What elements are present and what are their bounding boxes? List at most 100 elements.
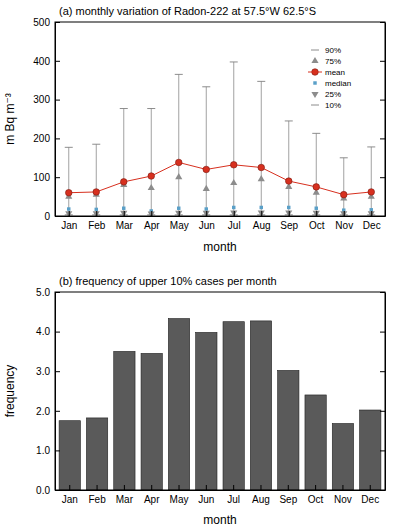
bar: [59, 421, 80, 490]
y-tick: [380, 450, 385, 451]
x-tick-mark: [316, 211, 317, 216]
y-tick-label: 0.0: [36, 485, 50, 496]
bar: [278, 370, 299, 490]
y-tick-label: 4.0: [36, 326, 50, 337]
mean-line: [69, 162, 372, 194]
marker: [148, 173, 155, 180]
whisker: [123, 109, 124, 215]
y-tick: 3.0: [36, 366, 60, 377]
x-tick-label: Aug: [252, 494, 270, 505]
y-tick-mark: [55, 138, 60, 139]
y-tick-label: 100: [33, 172, 50, 183]
marker: [368, 211, 375, 216]
marker: [340, 191, 347, 198]
y-tick-mark: [380, 100, 385, 101]
x-tick: Nov: [335, 211, 353, 231]
x-tick-mark: [342, 485, 343, 490]
legend-symbol: [311, 105, 319, 106]
x-tick-mark: [315, 485, 316, 490]
x-tick: Mar: [116, 485, 134, 505]
x-tick-label: Feb: [88, 494, 106, 505]
x-tick-label: Mar: [116, 494, 134, 505]
x-tick-label: Jan: [61, 220, 77, 231]
x-tick: Sep: [279, 485, 297, 505]
x-tick-label: Dec: [361, 494, 379, 505]
y-tick-label: 200: [33, 133, 50, 144]
y-tick-label: 5.0: [36, 287, 50, 298]
x-tick-mark: [233, 485, 234, 490]
whisker: [68, 147, 69, 215]
marker: [65, 211, 72, 216]
y-tick: [380, 61, 385, 62]
figure: 0100200300400500JanFebMarAprMayJunJulAug…: [0, 0, 394, 532]
whisker-cap: [92, 144, 100, 145]
x-tick-mark: [124, 485, 125, 490]
x-tick: Jun: [199, 211, 215, 231]
x-tick-label: Nov: [334, 494, 352, 505]
y-tick: [380, 332, 385, 333]
bar: [114, 351, 135, 490]
x-tick-mark: [179, 485, 180, 490]
marker: [93, 211, 100, 216]
y-tick-mark: [380, 138, 385, 139]
legend-symbol: [311, 50, 319, 51]
marker: [258, 175, 265, 181]
marker: [67, 207, 70, 210]
legend-label: 25%: [325, 90, 341, 99]
marker: [65, 189, 72, 196]
x-tick: Jul: [228, 211, 241, 231]
plot-frame: [55, 292, 385, 490]
bar: [360, 410, 381, 490]
y-tick-mark: [380, 371, 385, 372]
whisker-cap: [285, 120, 293, 121]
legend: 90%75%meanmedian25%10%: [308, 46, 351, 110]
x-tick-label: Sep: [279, 494, 297, 505]
x-tick: Oct: [309, 211, 325, 231]
x-tick-label: Nov: [335, 220, 353, 231]
whisker: [151, 109, 152, 215]
x-tick-mark: [260, 485, 261, 490]
whisker: [206, 87, 207, 215]
whisker-cap: [120, 108, 128, 109]
legend-label: 75%: [325, 57, 341, 66]
x-tick-label: Sep: [280, 220, 298, 231]
x-tick: May: [170, 485, 189, 505]
y-tick: [380, 411, 385, 412]
marker: [203, 185, 210, 191]
marker: [313, 184, 320, 191]
x-tick-mark: [69, 211, 70, 216]
y-axis-title: frequency: [3, 365, 17, 418]
whisker-cap: [367, 146, 375, 147]
marker: [260, 206, 263, 209]
y-tick: [380, 138, 385, 139]
x-tick-mark: [151, 211, 152, 216]
marker: [175, 159, 182, 166]
x-tick: Jan: [61, 211, 77, 231]
marker: [287, 206, 290, 209]
y-tick: 200: [33, 133, 60, 144]
whisker: [178, 74, 179, 214]
marker: [340, 211, 347, 216]
x-tick: Feb: [88, 211, 106, 231]
y-tick-mark: [380, 332, 385, 333]
x-axis: JanFebMarAprMayJunJulAugSepOctNovDec: [56, 485, 386, 505]
whisker: [96, 144, 97, 215]
y-tick: 1.0: [36, 445, 60, 456]
x-tick-mark: [124, 211, 125, 216]
y-tick-mark: [55, 450, 60, 451]
x-tick: Jun: [198, 485, 214, 505]
x-tick-label: Jul: [227, 494, 240, 505]
marker: [148, 184, 155, 190]
plot-marks: [59, 319, 381, 490]
y-tick-label: 400: [33, 56, 50, 67]
x-tick-mark: [206, 485, 207, 490]
y-tick-label: 3.0: [36, 366, 50, 377]
y-tick: 2.0: [36, 406, 60, 417]
marker: [315, 207, 318, 210]
x-tick-label: Apr: [144, 494, 160, 505]
legend-symbol: [311, 92, 318, 98]
x-tick-label: May: [170, 494, 189, 505]
x-tick-mark: [289, 211, 290, 216]
x-tick-mark: [261, 211, 262, 216]
whisker-cap: [202, 86, 210, 87]
